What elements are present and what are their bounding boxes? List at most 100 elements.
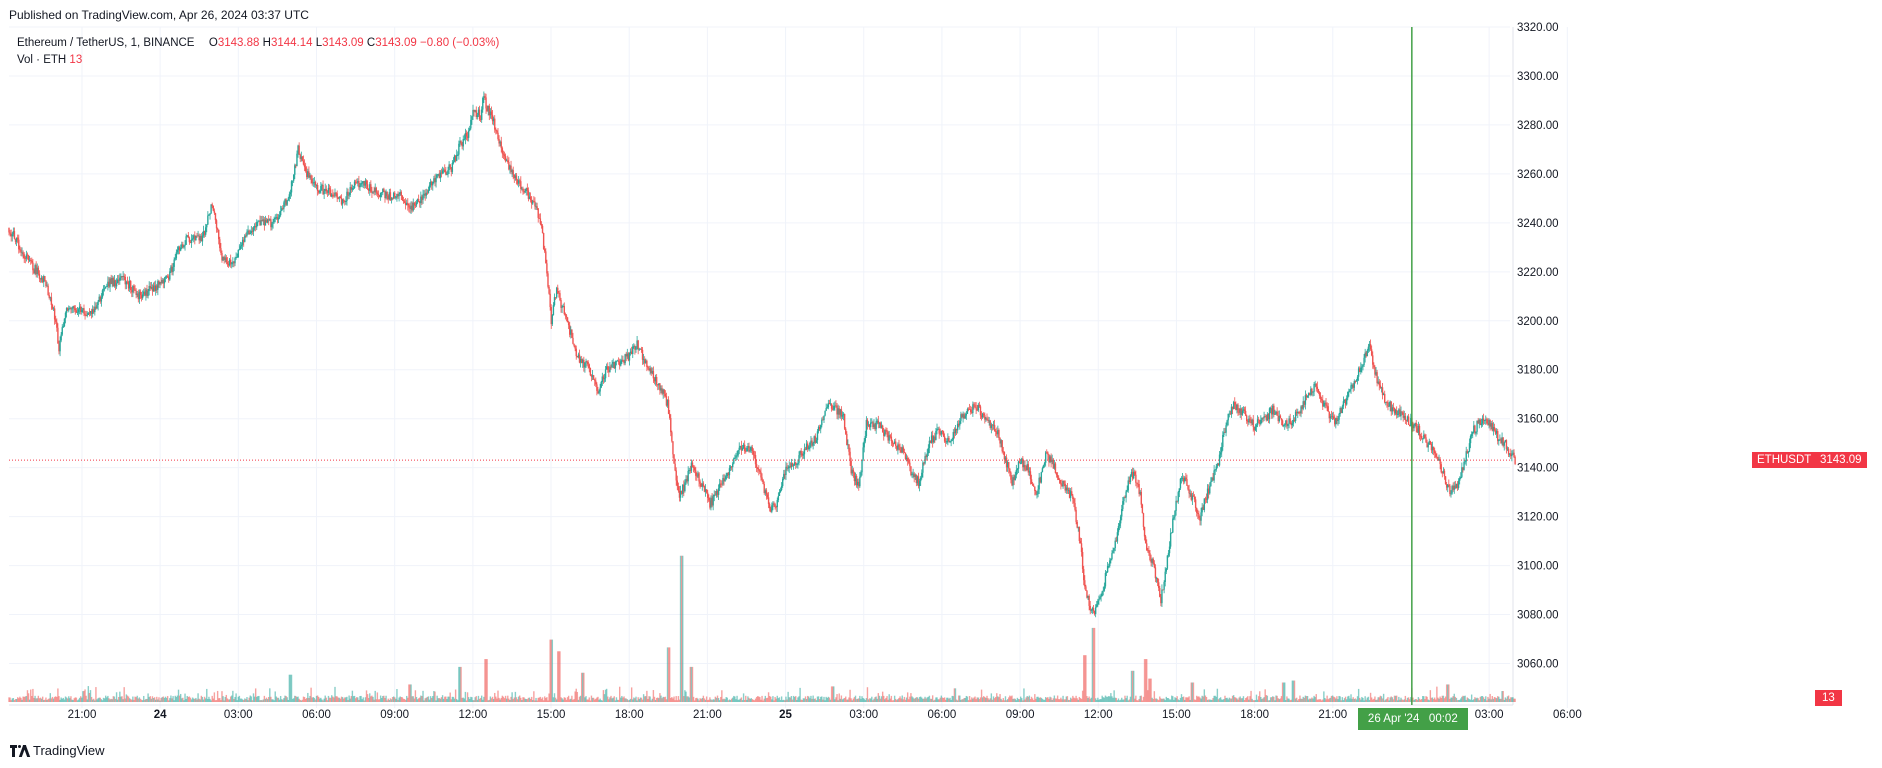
volume-bar [328,697,331,702]
volume-bar [615,697,618,702]
candle-body [724,479,726,482]
volume-bar [917,698,920,702]
candle-body [261,220,263,222]
candle-body [570,329,572,335]
volume-bar [235,693,237,702]
volume-label[interactable]: Vol · ETH [17,54,67,66]
symbol-title[interactable]: Ethereum / TetherUS, 1, BINANCE [17,37,195,49]
low-label: L [315,37,323,49]
volume-bar [62,697,65,702]
candle-body [544,249,546,252]
volume-bar [1221,699,1223,702]
volume-bar [771,699,773,702]
volume-bar [724,699,726,702]
volume-bar [484,659,486,702]
volume-bar [1394,695,1397,702]
candle-body [632,346,634,355]
volume-bar [1182,696,1185,702]
x-tick-label: 24 [154,709,167,721]
volume-bar [1405,699,1408,702]
volume-bar [1277,698,1279,702]
candle-body [1081,552,1084,570]
candle-body [1352,384,1354,388]
volume-bar [674,700,676,702]
candle-body [1126,490,1128,492]
candle-body [1003,452,1006,460]
time-axis[interactable]: 21:00 24 03:00 06:00 09:00 12:00 15:00 18:00 21:… [68,709,1582,721]
volume-bar [30,689,32,702]
volume-bar [415,696,418,702]
volume-bar [184,693,186,702]
candle-body [1077,526,1079,528]
volume-bar [899,696,901,702]
volume-bar [905,697,908,702]
volume-bar [1066,696,1069,702]
volume-bar [701,697,703,702]
candle-body [948,437,950,443]
volume-bar [981,697,984,702]
volume-bar [1455,697,1458,702]
candle-body [921,472,923,478]
price-axis[interactable]: 3060.003080.003100.003120.003140.003160.… [1517,22,1559,671]
candle-body [475,110,477,117]
candle-body [458,143,460,155]
volume-bar [637,697,639,702]
volume-bar [1105,696,1108,702]
candle-body [423,193,425,195]
candle-body [745,450,747,452]
candle-body [1257,419,1260,421]
candle-body [1209,486,1211,494]
candle-body [711,497,713,506]
candle-body [904,452,907,459]
candle-body [1389,401,1391,406]
volume-bar [880,696,883,702]
volume-bar [747,696,749,702]
candle-body [240,244,243,247]
candle-body [20,249,22,253]
candle-body [1044,452,1047,463]
candle-body [675,470,677,481]
volume-bar [1171,695,1173,702]
volume-bar [1351,698,1353,702]
candle-body [547,273,549,287]
volume-bar [1323,691,1325,702]
candle-body [1186,479,1188,486]
volume-bar [653,696,656,702]
candle-body [1058,477,1060,480]
candle-body [263,219,266,226]
tradingview-logo[interactable]: TradingView [10,743,105,758]
candle-body [1117,525,1120,533]
volume-bar [135,697,137,702]
volume-bar [1428,700,1430,702]
volume-bar [277,697,280,702]
candle-body [1376,372,1378,384]
volume-bar [367,697,370,702]
candle-body [1194,499,1197,509]
candle-body [635,346,637,350]
candle-body [1125,491,1127,498]
candle-body [1508,453,1511,455]
candle-body [1012,477,1014,486]
candle-body [790,463,793,468]
volume-bar [1420,699,1423,702]
candle-body [211,204,213,206]
volume-bar [120,696,122,702]
volume-bar [868,698,871,702]
price-chart[interactable]: 3060.003080.003100.003120.003140.003160.… [0,0,1882,740]
candle-body [1253,426,1256,431]
candle-body [121,276,123,277]
candle-body [688,470,690,472]
candle-body [107,281,109,287]
volume-bar [557,651,559,702]
volume-bar [1256,699,1259,702]
candle-body [447,170,449,175]
candle-body [442,169,445,171]
candle-body [777,495,780,501]
volume-bar [26,690,29,702]
volume-bar [1303,697,1306,702]
volume-bar [1300,698,1302,702]
candle-body [228,259,231,266]
candle-body [891,441,894,444]
volume-bar [241,699,244,702]
candle-body [826,407,828,409]
